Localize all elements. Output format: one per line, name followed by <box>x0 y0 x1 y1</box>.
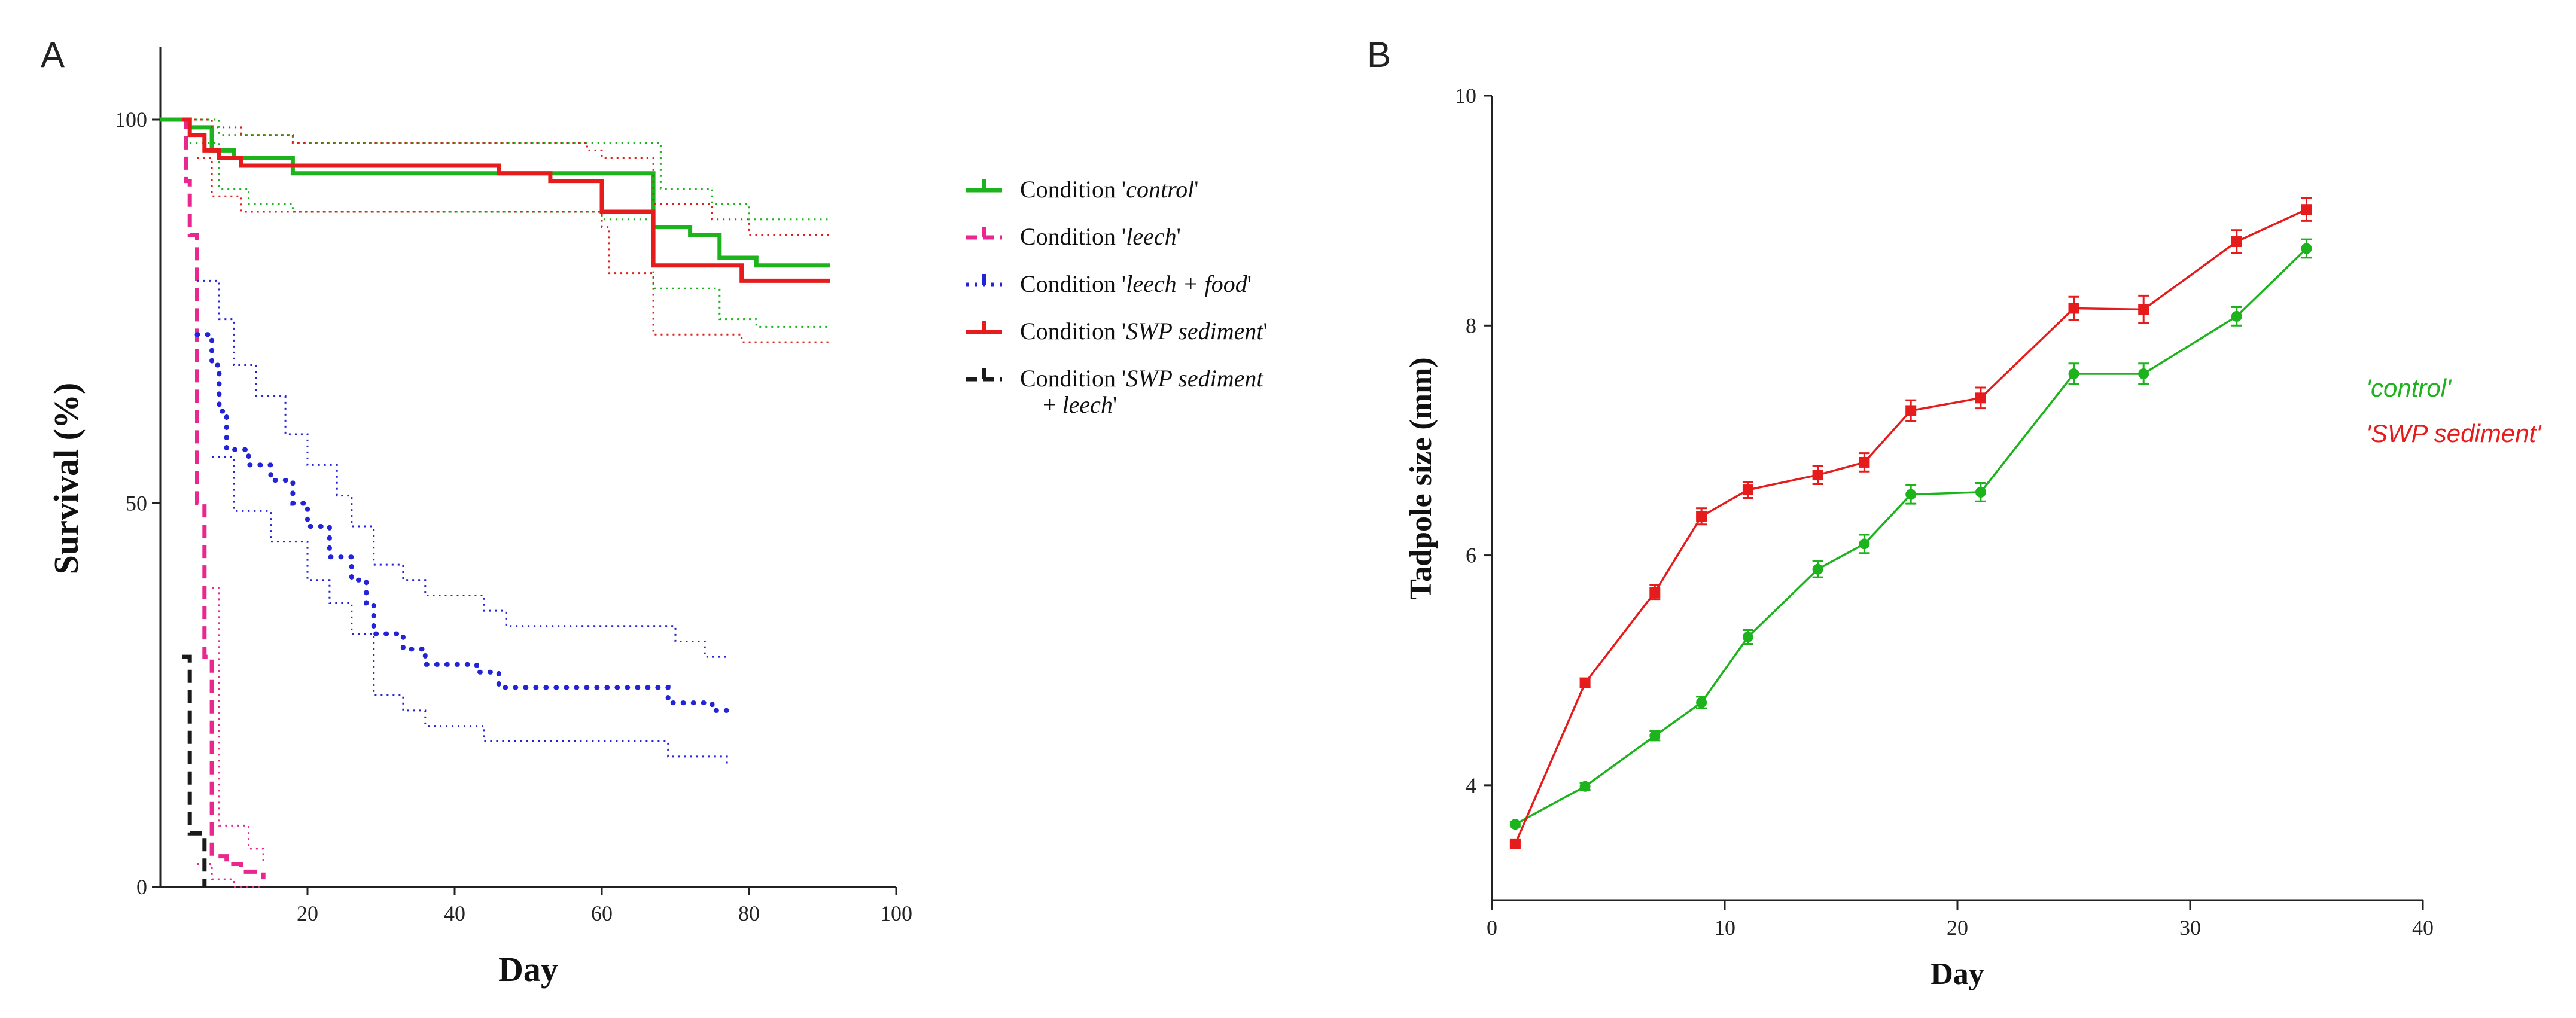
series-2-point <box>1649 587 1661 598</box>
series-2-point <box>1742 484 1753 496</box>
x-axis-title: Day <box>498 950 558 989</box>
x-tick-label: 20 <box>297 901 318 925</box>
series-2-point <box>2138 304 2149 315</box>
series-3-ci-lower <box>212 456 728 764</box>
series-1-ci-upper <box>190 118 830 221</box>
legend-label-suffix: ' <box>1177 223 1181 250</box>
panel-letter-b: B <box>1367 35 1391 75</box>
series-2-point <box>2068 303 2079 314</box>
series-2-point <box>1696 511 1707 522</box>
legend-label-prefix: Condition ' <box>1020 270 1126 297</box>
legend-label: 'SWP sediment' <box>2366 419 2542 447</box>
legend-label: Condition 'leech' <box>1020 223 1181 250</box>
legend-label-prefix: Condition ' <box>1020 176 1126 203</box>
y-axis-title: Survival (%) <box>47 383 86 575</box>
legend-label-prefix: Condition ' <box>1020 318 1126 345</box>
series-1-point <box>1509 819 1521 830</box>
series-4-ci-upper <box>182 118 830 236</box>
series-1-point <box>1905 489 1917 500</box>
y-tick-label: 100 <box>115 108 147 132</box>
legend-label-prefix: Condition ' <box>1020 223 1126 250</box>
legend-label: Condition 'SWP sediment <box>1020 365 1263 392</box>
series-5-survival-curve <box>182 654 207 887</box>
legend-label-italic: control <box>1126 176 1194 203</box>
legend-label-suffix: ' <box>1263 318 1267 345</box>
legend-item: Condition 'SWP sediment' <box>966 318 1268 345</box>
legend-label: 'control' <box>2366 374 2452 402</box>
y-axis-title: Tadpole size (mm) <box>1404 357 1438 599</box>
series-2-point <box>1975 392 1986 404</box>
legend-label-italic: SWP sediment <box>1126 318 1263 345</box>
tadpole-size-chart: 4 6 8 10 0 10 20 30 40 Day Tadpole size (mm) 'contr… <box>1404 84 2542 991</box>
series-2-ci-upper <box>212 587 264 864</box>
series-4-survival-curve <box>182 117 830 283</box>
legend-label-prefix: + <box>1043 391 1062 418</box>
series-2-ci-lower <box>197 863 264 888</box>
series-4-ci-lower <box>197 157 830 343</box>
series-2-point <box>1859 456 1870 468</box>
series-1-point <box>1649 730 1661 742</box>
series-1-survival-curve <box>160 117 830 268</box>
x-tick-label: 80 <box>738 901 760 925</box>
series-2-point <box>2231 236 2242 248</box>
series-2-point <box>1812 470 1823 481</box>
series-1-point <box>1859 538 1870 550</box>
legend-label-italic: leech <box>1126 223 1176 250</box>
legend-label-prefix: Condition ' <box>1020 365 1126 392</box>
series-1-point <box>1975 486 1986 498</box>
legend-label-italic: SWP sediment <box>1126 365 1263 392</box>
y-tick-label: 6 <box>1466 544 1476 568</box>
series-1-point <box>1579 781 1591 792</box>
x-tick-label: 40 <box>2412 916 2434 940</box>
x-tick-label: 30 <box>2179 916 2201 940</box>
x-tick-label: 0 <box>1487 916 1497 940</box>
series-2-survival-curve <box>182 117 266 880</box>
series-1-line <box>1515 248 2307 825</box>
series-2-point <box>1509 838 1521 849</box>
legend-label-italic: leech + food <box>1126 270 1247 297</box>
y-tick-label: 0 <box>136 875 147 899</box>
series-3-ci-upper <box>197 279 727 658</box>
x-tick-label: 20 <box>1947 916 1968 940</box>
series-1-ci-lower <box>190 141 830 328</box>
y-tick-label: 50 <box>126 492 147 516</box>
legend-label-suffix: ' <box>1194 176 1198 203</box>
panel-letter-a: A <box>41 35 65 75</box>
series-1-point <box>1742 631 1753 642</box>
legend-item: Condition 'SWP sediment+ leech' <box>966 365 1263 418</box>
series-3-survival-curve <box>194 332 730 713</box>
legend-label-italic: leech <box>1062 391 1113 418</box>
x-tick-label: 40 <box>444 901 465 925</box>
y-tick-label: 4 <box>1466 773 1476 797</box>
legend-item: Condition 'control' <box>966 176 1199 203</box>
x-tick-label: 100 <box>880 901 912 925</box>
y-tick-label: 8 <box>1466 313 1476 337</box>
legend-label: Condition 'control' <box>1020 176 1199 203</box>
legend-label: Condition 'SWP sediment' <box>1020 318 1268 345</box>
x-axis-title: Day <box>1931 957 1984 991</box>
legend-item: Condition 'leech' <box>966 223 1181 250</box>
survival-chart: 0 50 100 20 40 60 80 100 Day Survival (%) Conditio… <box>47 47 1268 989</box>
x-tick-label: 10 <box>1714 916 1735 940</box>
legend-item: Condition 'leech + food' <box>966 270 1252 297</box>
series-2-point <box>1905 405 1917 416</box>
series-1-point <box>2068 368 2079 379</box>
legend-label: Condition 'leech + food' <box>1020 270 1252 297</box>
series-1-point <box>1812 563 1823 575</box>
series-1-point <box>2138 368 2149 379</box>
legend-label-suffix: ' <box>1113 391 1117 418</box>
series-2-point <box>2301 204 2312 215</box>
legend-label-line2: + leech' <box>1043 391 1117 418</box>
y-tick-label: 10 <box>1455 84 1476 108</box>
x-tick-label: 60 <box>591 901 613 925</box>
series-1-point <box>2301 243 2312 254</box>
series-2-line <box>1514 208 2307 845</box>
series-1-point <box>2231 310 2242 322</box>
legend-label-suffix: ' <box>1247 270 1252 297</box>
series-2-point <box>1579 677 1591 688</box>
series-1-point <box>1696 697 1707 708</box>
